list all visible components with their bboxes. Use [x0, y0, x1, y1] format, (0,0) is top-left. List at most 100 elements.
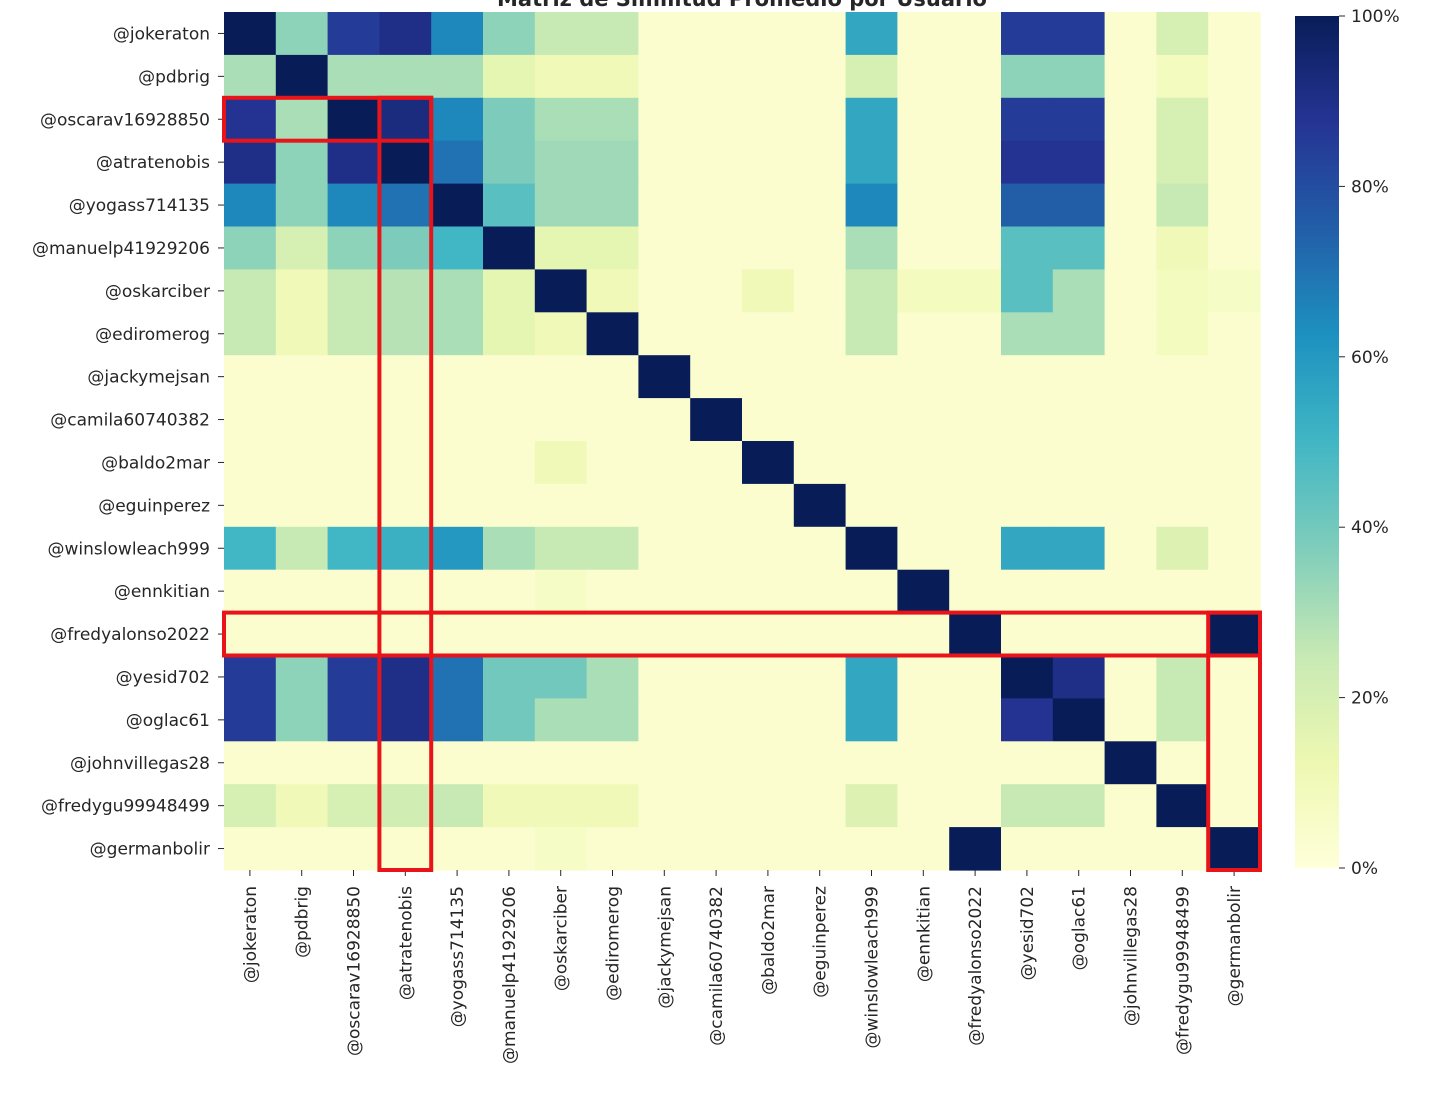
heatmap-cell: [1208, 526, 1261, 571]
heatmap-cell: [431, 398, 484, 442]
heatmap-cell: [379, 398, 432, 442]
heatmap-cell: [586, 784, 639, 828]
heatmap-cell: [1156, 827, 1209, 871]
heatmap-cell: [224, 569, 277, 614]
heatmap-cell: [742, 741, 795, 785]
row-label: @yesid702: [116, 668, 210, 688]
heatmap-cell: [483, 398, 536, 442]
heatmap-cell: [483, 441, 536, 485]
heatmap-cell: [742, 698, 795, 742]
heatmap-cell: [949, 398, 1002, 442]
heatmap-cell: [1052, 226, 1106, 270]
heatmap-cell: [690, 183, 743, 228]
heatmap-cell: [327, 569, 380, 614]
heatmap-cell: [793, 97, 847, 142]
heatmap-cell: [534, 12, 588, 56]
heatmap-cell: [534, 441, 588, 485]
heatmap-cell: [327, 312, 380, 356]
column-label: @manuelp41929206: [500, 886, 520, 1064]
heatmap-cell: [275, 655, 329, 699]
heatmap-cell: [638, 12, 691, 56]
heatmap-cell: [690, 54, 743, 99]
column-label: @pdbrig: [293, 886, 313, 958]
column-label: @johnvillegas28: [1122, 886, 1142, 1026]
heatmap-cell: [1208, 441, 1261, 485]
heatmap-cell: [1104, 398, 1157, 442]
column-label: @yesid702: [1018, 886, 1038, 980]
heatmap-cell: [431, 183, 484, 228]
heatmap-cell: [586, 226, 639, 270]
heatmap-cell: [483, 269, 536, 313]
heatmap-cell: [327, 54, 380, 99]
row-label: @jokeraton: [113, 24, 210, 44]
heatmap-cell: [845, 12, 898, 56]
heatmap-cell: [845, 183, 898, 228]
heatmap-cell: [586, 569, 639, 614]
heatmap-cell: [1104, 569, 1157, 614]
heatmap-cell: [1052, 655, 1106, 699]
heatmap-cell: [379, 355, 432, 399]
heatmap-cell: [1208, 655, 1261, 699]
heatmap-cell: [949, 741, 1002, 785]
heatmap-cell: [949, 54, 1002, 99]
heatmap-cell: [1104, 698, 1157, 742]
heatmap-cell: [1104, 827, 1157, 871]
heatmap-cell: [275, 12, 329, 56]
column-label: @oscarav16928850: [345, 886, 365, 1056]
heatmap-cell: [431, 441, 484, 485]
colorbar-tick-label: 80%: [1351, 177, 1389, 197]
heatmap-cell: [1208, 398, 1261, 442]
heatmap-cell: [224, 355, 277, 399]
heatmap-cell: [1104, 355, 1157, 399]
column-label: @oglac61: [1070, 886, 1090, 970]
heatmap-cell: [1156, 784, 1209, 828]
heatmap-cell: [1208, 569, 1261, 614]
heatmap-cell: [690, 226, 743, 270]
heatmap-cell: [1208, 312, 1261, 356]
heatmap-cell: [690, 741, 743, 785]
heatmap-cell: [586, 97, 639, 142]
heatmap-cell: [534, 183, 588, 228]
heatmap-cell: [793, 655, 847, 699]
column-label: @jackymejsan: [655, 886, 675, 1009]
heatmap-cell: [690, 97, 743, 142]
heatmap-cell: [949, 183, 1002, 228]
heatmap-cell: [845, 698, 898, 742]
row-label: @baldo2mar: [101, 453, 210, 473]
heatmap-cell: [1104, 526, 1157, 571]
heatmap-cell: [1052, 741, 1106, 785]
heatmap-cell: [949, 226, 1002, 270]
column-label: @jokeraton: [241, 886, 261, 983]
heatmap-cell: [1156, 97, 1209, 142]
heatmap-cell: [431, 12, 484, 56]
column-label: @baldo2mar: [759, 886, 779, 995]
heatmap-cell: [1001, 54, 1054, 99]
colorbar-tick-label: 100%: [1351, 7, 1400, 27]
heatmap-cell: [379, 612, 432, 657]
heatmap-cell: [845, 355, 898, 399]
heatmap-cell: [1001, 398, 1054, 442]
heatmap-cell: [845, 312, 898, 356]
heatmap-cell: [224, 398, 277, 442]
heatmap-cell: [1001, 183, 1054, 228]
heatmap-cell: [949, 526, 1002, 571]
heatmap-cell: [742, 612, 795, 657]
row-label: @yogass714135: [69, 196, 210, 216]
heatmap-cell: [690, 483, 743, 528]
heatmap-cell: [793, 741, 847, 785]
chart-title: Matriz de Similitud Promedio por Usuario: [497, 0, 987, 11]
heatmap-cell: [534, 569, 588, 614]
heatmap-cell: [275, 569, 329, 614]
heatmap-cell: [793, 269, 847, 313]
heatmap-cell: [1156, 698, 1209, 742]
heatmap-cell: [1104, 54, 1157, 99]
heatmap-cell: [742, 312, 795, 356]
heatmap-cell: [431, 784, 484, 828]
heatmap-cell: [949, 140, 1002, 185]
heatmap-cell: [534, 226, 588, 270]
column-label: @ediromerog: [604, 886, 624, 1001]
heatmap-cell: [483, 140, 536, 185]
heatmap-cell: [793, 441, 847, 485]
heatmap-cell: [742, 827, 795, 871]
